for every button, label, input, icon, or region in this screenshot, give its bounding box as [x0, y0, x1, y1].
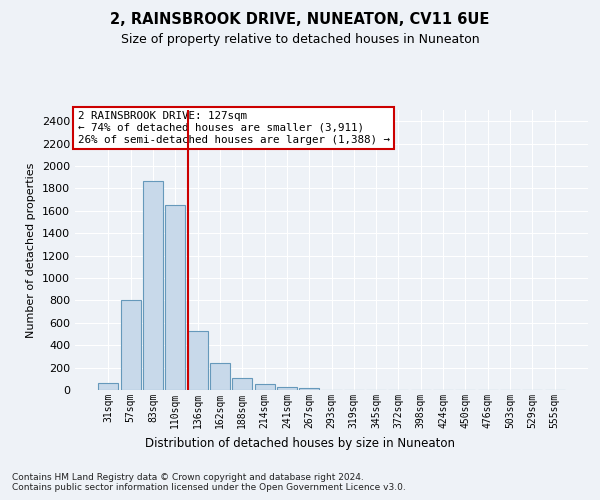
Bar: [143, 180, 163, 390]
Text: Size of property relative to detached houses in Nuneaton: Size of property relative to detached ho…: [121, 32, 479, 46]
Bar: [121, 300, 141, 390]
Text: 2, RAINSBROOK DRIVE, NUNEATON, CV11 6UE: 2, RAINSBROOK DRIVE, NUNEATON, CV11 6UE: [110, 12, 490, 28]
Bar: [232, 378, 252, 390]
Bar: [277, 386, 297, 390]
Bar: [299, 388, 319, 390]
Y-axis label: Number of detached properties: Number of detached properties: [26, 162, 37, 338]
Bar: [165, 205, 185, 390]
Text: Contains HM Land Registry data © Crown copyright and database right 2024.
Contai: Contains HM Land Registry data © Crown c…: [12, 472, 406, 492]
Bar: [188, 330, 208, 390]
Text: Distribution of detached houses by size in Nuneaton: Distribution of detached houses by size …: [145, 438, 455, 450]
Bar: [98, 384, 118, 390]
Bar: [254, 384, 275, 390]
Bar: [210, 363, 230, 390]
Text: 2 RAINSBROOK DRIVE: 127sqm
← 74% of detached houses are smaller (3,911)
26% of s: 2 RAINSBROOK DRIVE: 127sqm ← 74% of deta…: [77, 112, 389, 144]
